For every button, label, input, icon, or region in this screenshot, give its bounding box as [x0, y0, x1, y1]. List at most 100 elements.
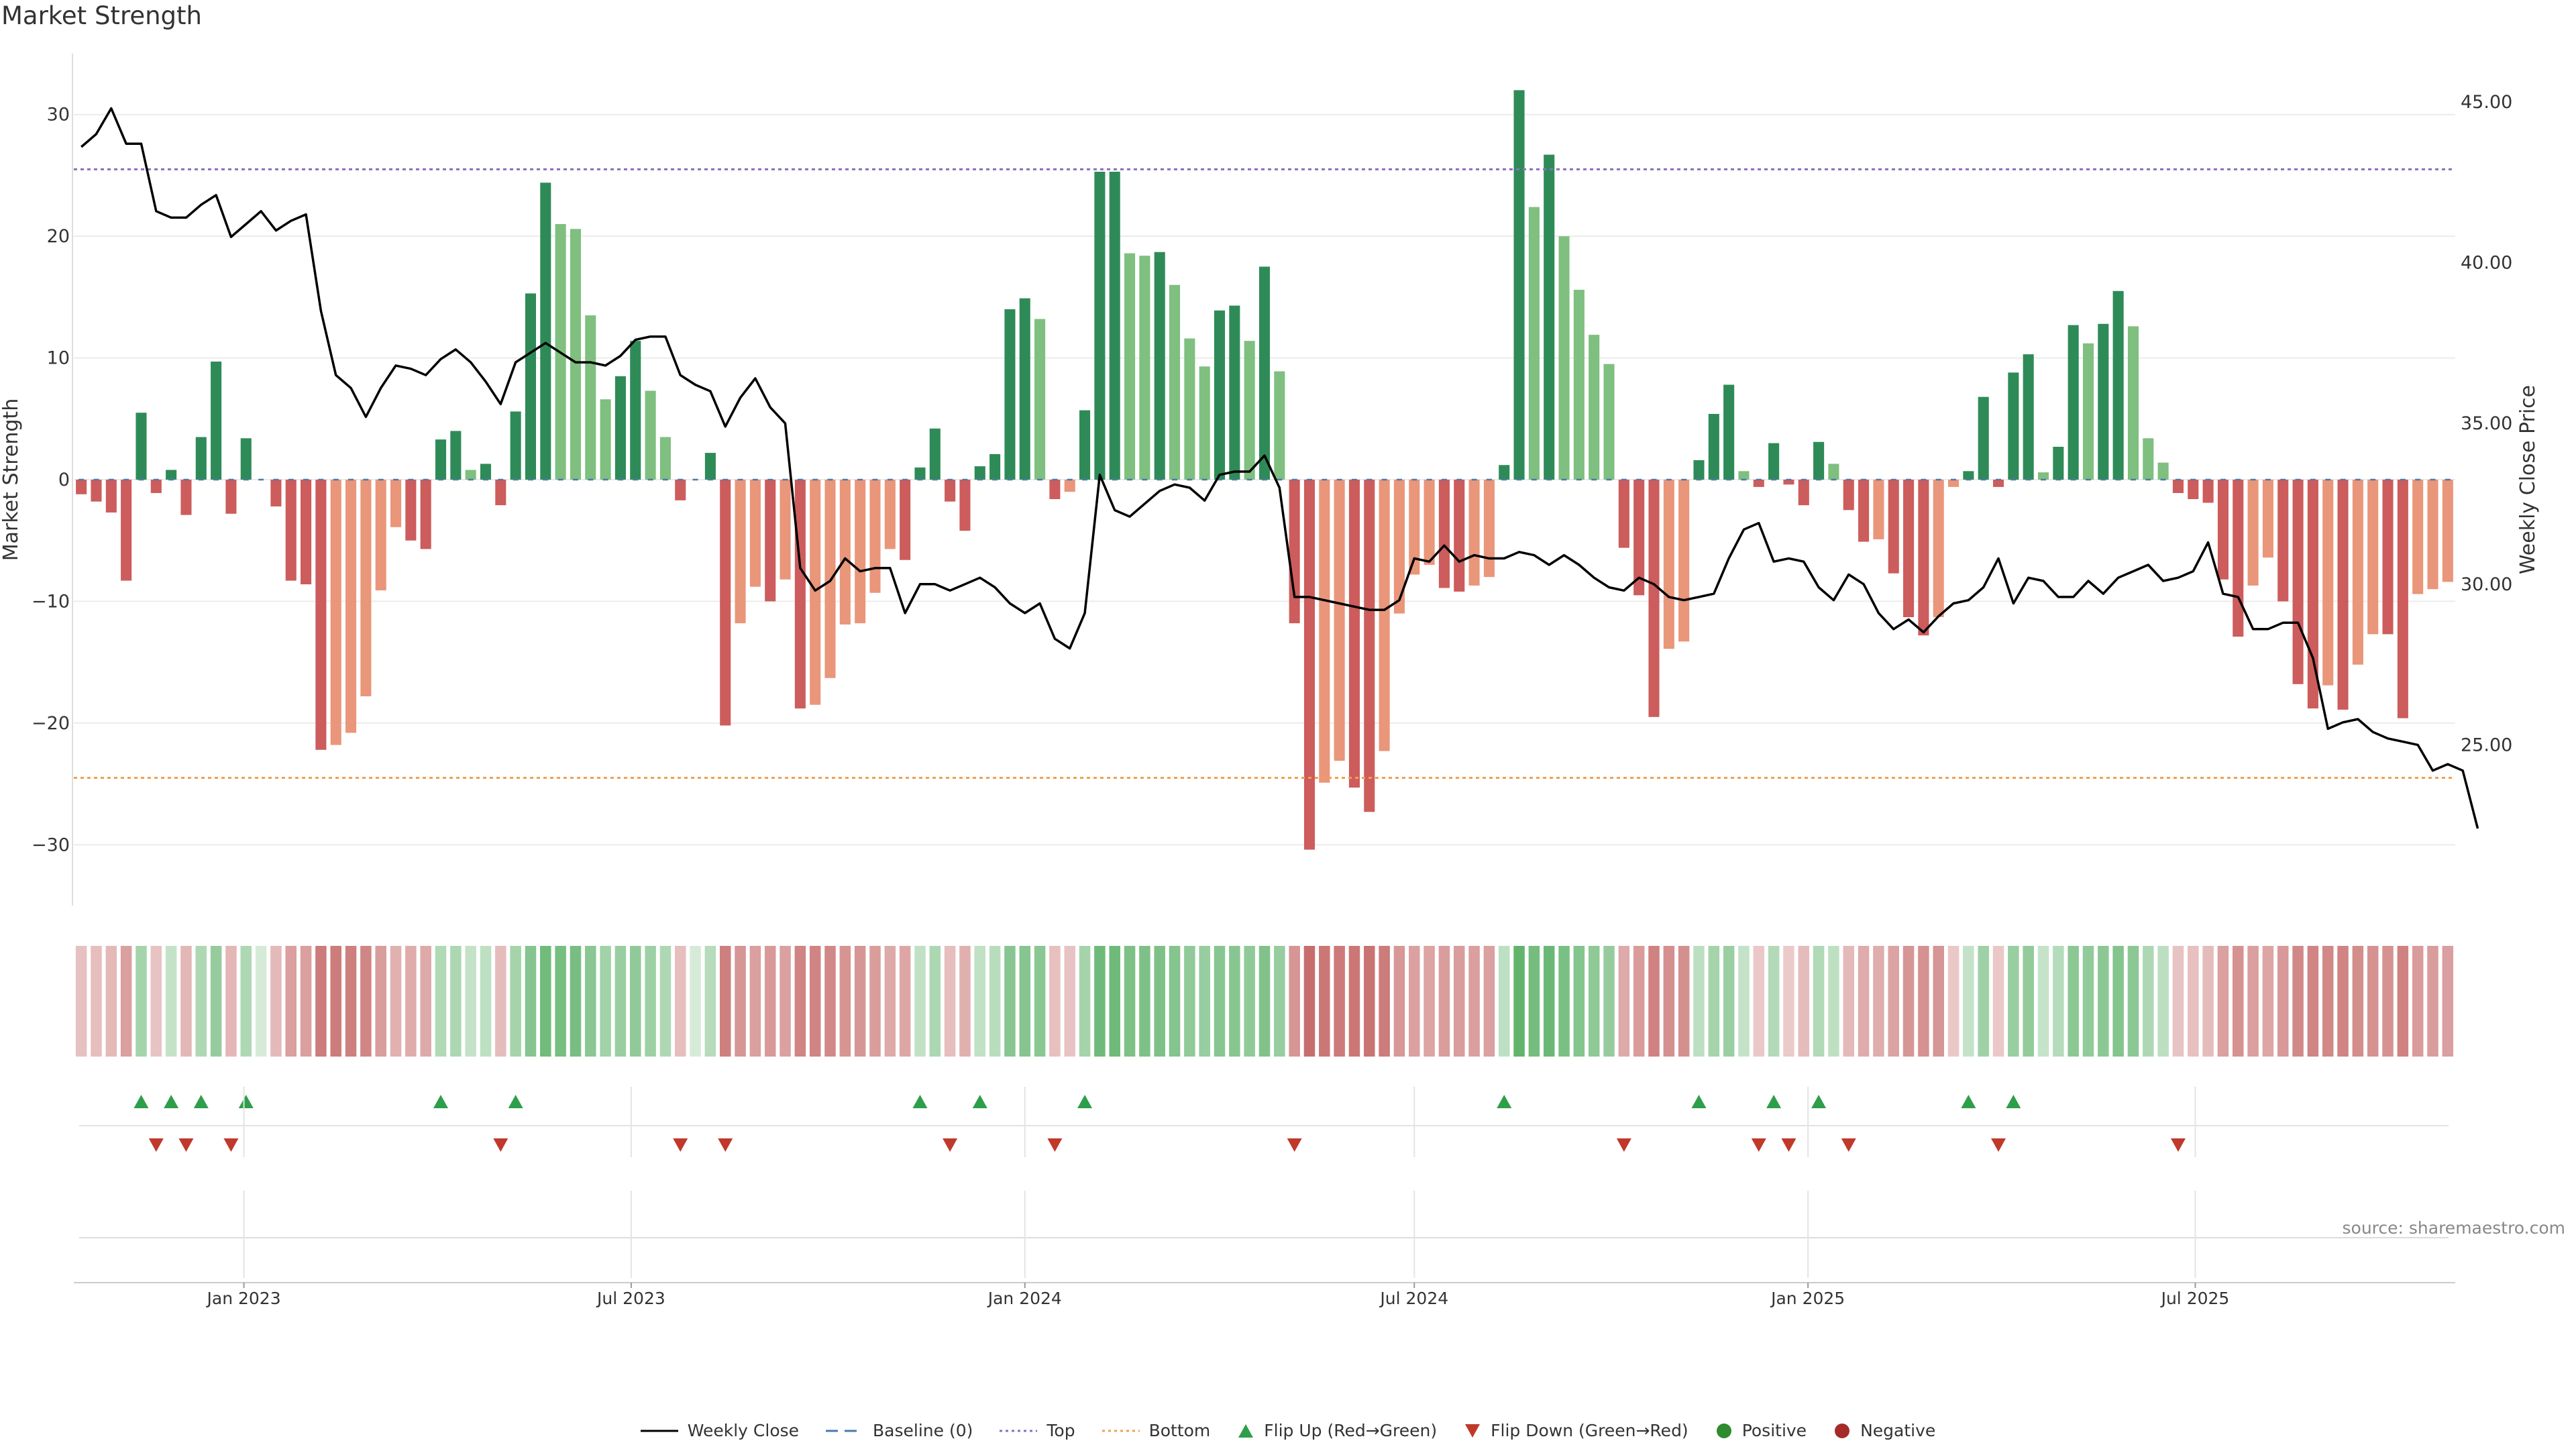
strength-bar	[2188, 480, 2199, 500]
intensity-cell	[1603, 946, 1615, 1057]
intensity-cell	[1229, 946, 1240, 1057]
strength-bar	[780, 480, 791, 580]
bottom-swatch	[1102, 1430, 1140, 1432]
intensity-cell	[1573, 946, 1585, 1057]
intensity-cell	[1124, 946, 1136, 1057]
strength-bar	[1169, 284, 1181, 480]
strength-bar	[435, 439, 447, 480]
strength-bar	[1753, 480, 1764, 487]
intensity-cell	[2068, 946, 2079, 1057]
strength-bar	[749, 480, 761, 587]
strength-bar	[1589, 335, 1600, 480]
strength-bar	[1019, 298, 1030, 480]
intensity-cell	[345, 946, 357, 1057]
intensity-cell	[1483, 946, 1495, 1057]
strength-bar	[1633, 480, 1645, 596]
weekly-close-line	[80, 107, 2479, 829]
intensity-cell	[884, 946, 896, 1057]
strength-bar	[1034, 319, 1046, 480]
strength-bar	[2157, 462, 2169, 480]
strength-bar	[1483, 480, 1495, 578]
strength-bar	[1199, 366, 1210, 480]
strength-bar	[735, 480, 746, 624]
strength-bar	[900, 480, 911, 560]
intensity-cell	[929, 946, 941, 1057]
intensity-cell	[1558, 946, 1570, 1057]
intensity-cell	[285, 946, 297, 1057]
intensity-cell	[614, 946, 627, 1057]
strength-bar	[1992, 480, 2004, 487]
intensity-cell	[899, 946, 911, 1057]
strength-bar	[1319, 480, 1330, 783]
strength-bar	[1124, 253, 1136, 480]
intensity-cell	[2307, 946, 2319, 1057]
flip-up-icon	[1238, 1424, 1254, 1438]
intensity-cell	[420, 946, 431, 1057]
intensity-cell	[2143, 946, 2154, 1057]
intensity-cell	[1453, 946, 1465, 1057]
intensity-cell	[824, 946, 836, 1057]
intensity-cell	[1918, 946, 1929, 1057]
intensity-cell	[989, 946, 1001, 1057]
flip-down-marker	[1287, 1138, 1302, 1152]
intensity-cell	[1843, 946, 1855, 1057]
strength-bar	[91, 480, 102, 502]
strength-bar	[1603, 364, 1615, 480]
strength-bar	[1468, 480, 1480, 586]
strength-bar	[1004, 309, 1016, 480]
x-tick-label: Jan 2023	[206, 1289, 281, 1308]
intensity-cell	[1798, 946, 1810, 1057]
intensity-cell	[2202, 946, 2214, 1057]
y-tick-label: 0	[58, 470, 70, 490]
strength-bar	[585, 315, 596, 480]
intensity-cell	[2157, 946, 2169, 1057]
intensity-cell	[2277, 946, 2289, 1057]
strength-bar	[2053, 447, 2064, 480]
strength-bar	[1693, 460, 1705, 480]
intensity-cell	[2172, 946, 2184, 1057]
intensity-cell	[1064, 946, 1076, 1057]
intensity-cell	[630, 946, 641, 1057]
intensity-cell	[1768, 946, 1780, 1057]
strength-bar	[1558, 236, 1570, 480]
intensity-cell	[1364, 946, 1375, 1057]
strength-bar	[1813, 441, 1825, 480]
strength-bar	[180, 480, 192, 515]
y-tick-label: −10	[32, 591, 70, 612]
strength-bar	[2442, 480, 2453, 582]
strength-bar	[211, 362, 222, 480]
strength-bar	[480, 464, 492, 480]
intensity-cell	[91, 946, 102, 1057]
strength-bar	[540, 182, 551, 480]
strength-bar	[2233, 480, 2244, 637]
strength-bar	[1978, 396, 1989, 480]
strength-bar	[2008, 372, 2019, 480]
intensity-cell	[255, 946, 267, 1057]
flip-down-marker	[148, 1138, 164, 1152]
legend-top: Top	[1000, 1421, 1075, 1440]
intensity-cell	[735, 946, 746, 1057]
strength-bar	[1723, 384, 1735, 480]
flip-up-marker	[193, 1095, 209, 1108]
strength-bar	[270, 480, 282, 506]
strength-bar	[1783, 480, 1794, 485]
y2-axis-label: Weekly Close Price	[2516, 385, 2540, 574]
strength-bar	[1334, 480, 1345, 761]
strength-bar	[495, 480, 506, 506]
intensity-cell	[944, 946, 956, 1057]
strength-bar	[1663, 480, 1674, 649]
strength-bar	[1678, 480, 1690, 642]
intensity-cell	[240, 946, 252, 1057]
intensity-cell	[1992, 946, 2004, 1057]
intensity-cell	[2023, 946, 2034, 1057]
strength-bar	[1843, 480, 1854, 511]
strength-bar	[1648, 480, 1660, 717]
intensity-cell	[1274, 946, 1285, 1057]
intensity-cell	[1783, 946, 1794, 1057]
intensity-cell	[1049, 946, 1061, 1057]
strength-bar	[2127, 326, 2139, 480]
strength-bar	[1424, 480, 1435, 565]
x-tick-label: Jul 2025	[2160, 1289, 2230, 1308]
strength-bar	[630, 341, 641, 480]
strength-bar	[1184, 338, 1195, 480]
